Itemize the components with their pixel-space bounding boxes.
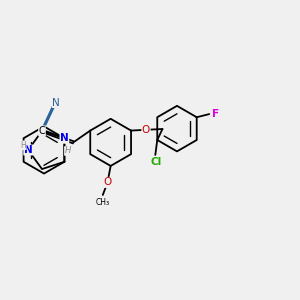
Text: N: N bbox=[60, 133, 69, 143]
Text: N: N bbox=[52, 98, 60, 108]
Text: F: F bbox=[212, 109, 220, 119]
Text: C: C bbox=[39, 126, 45, 136]
Text: CH₃: CH₃ bbox=[96, 198, 110, 207]
Text: O: O bbox=[103, 177, 112, 188]
Text: Cl: Cl bbox=[151, 157, 162, 167]
Text: O: O bbox=[142, 125, 150, 135]
Text: H: H bbox=[21, 141, 26, 150]
Text: H: H bbox=[64, 146, 70, 155]
Text: N: N bbox=[24, 145, 32, 155]
